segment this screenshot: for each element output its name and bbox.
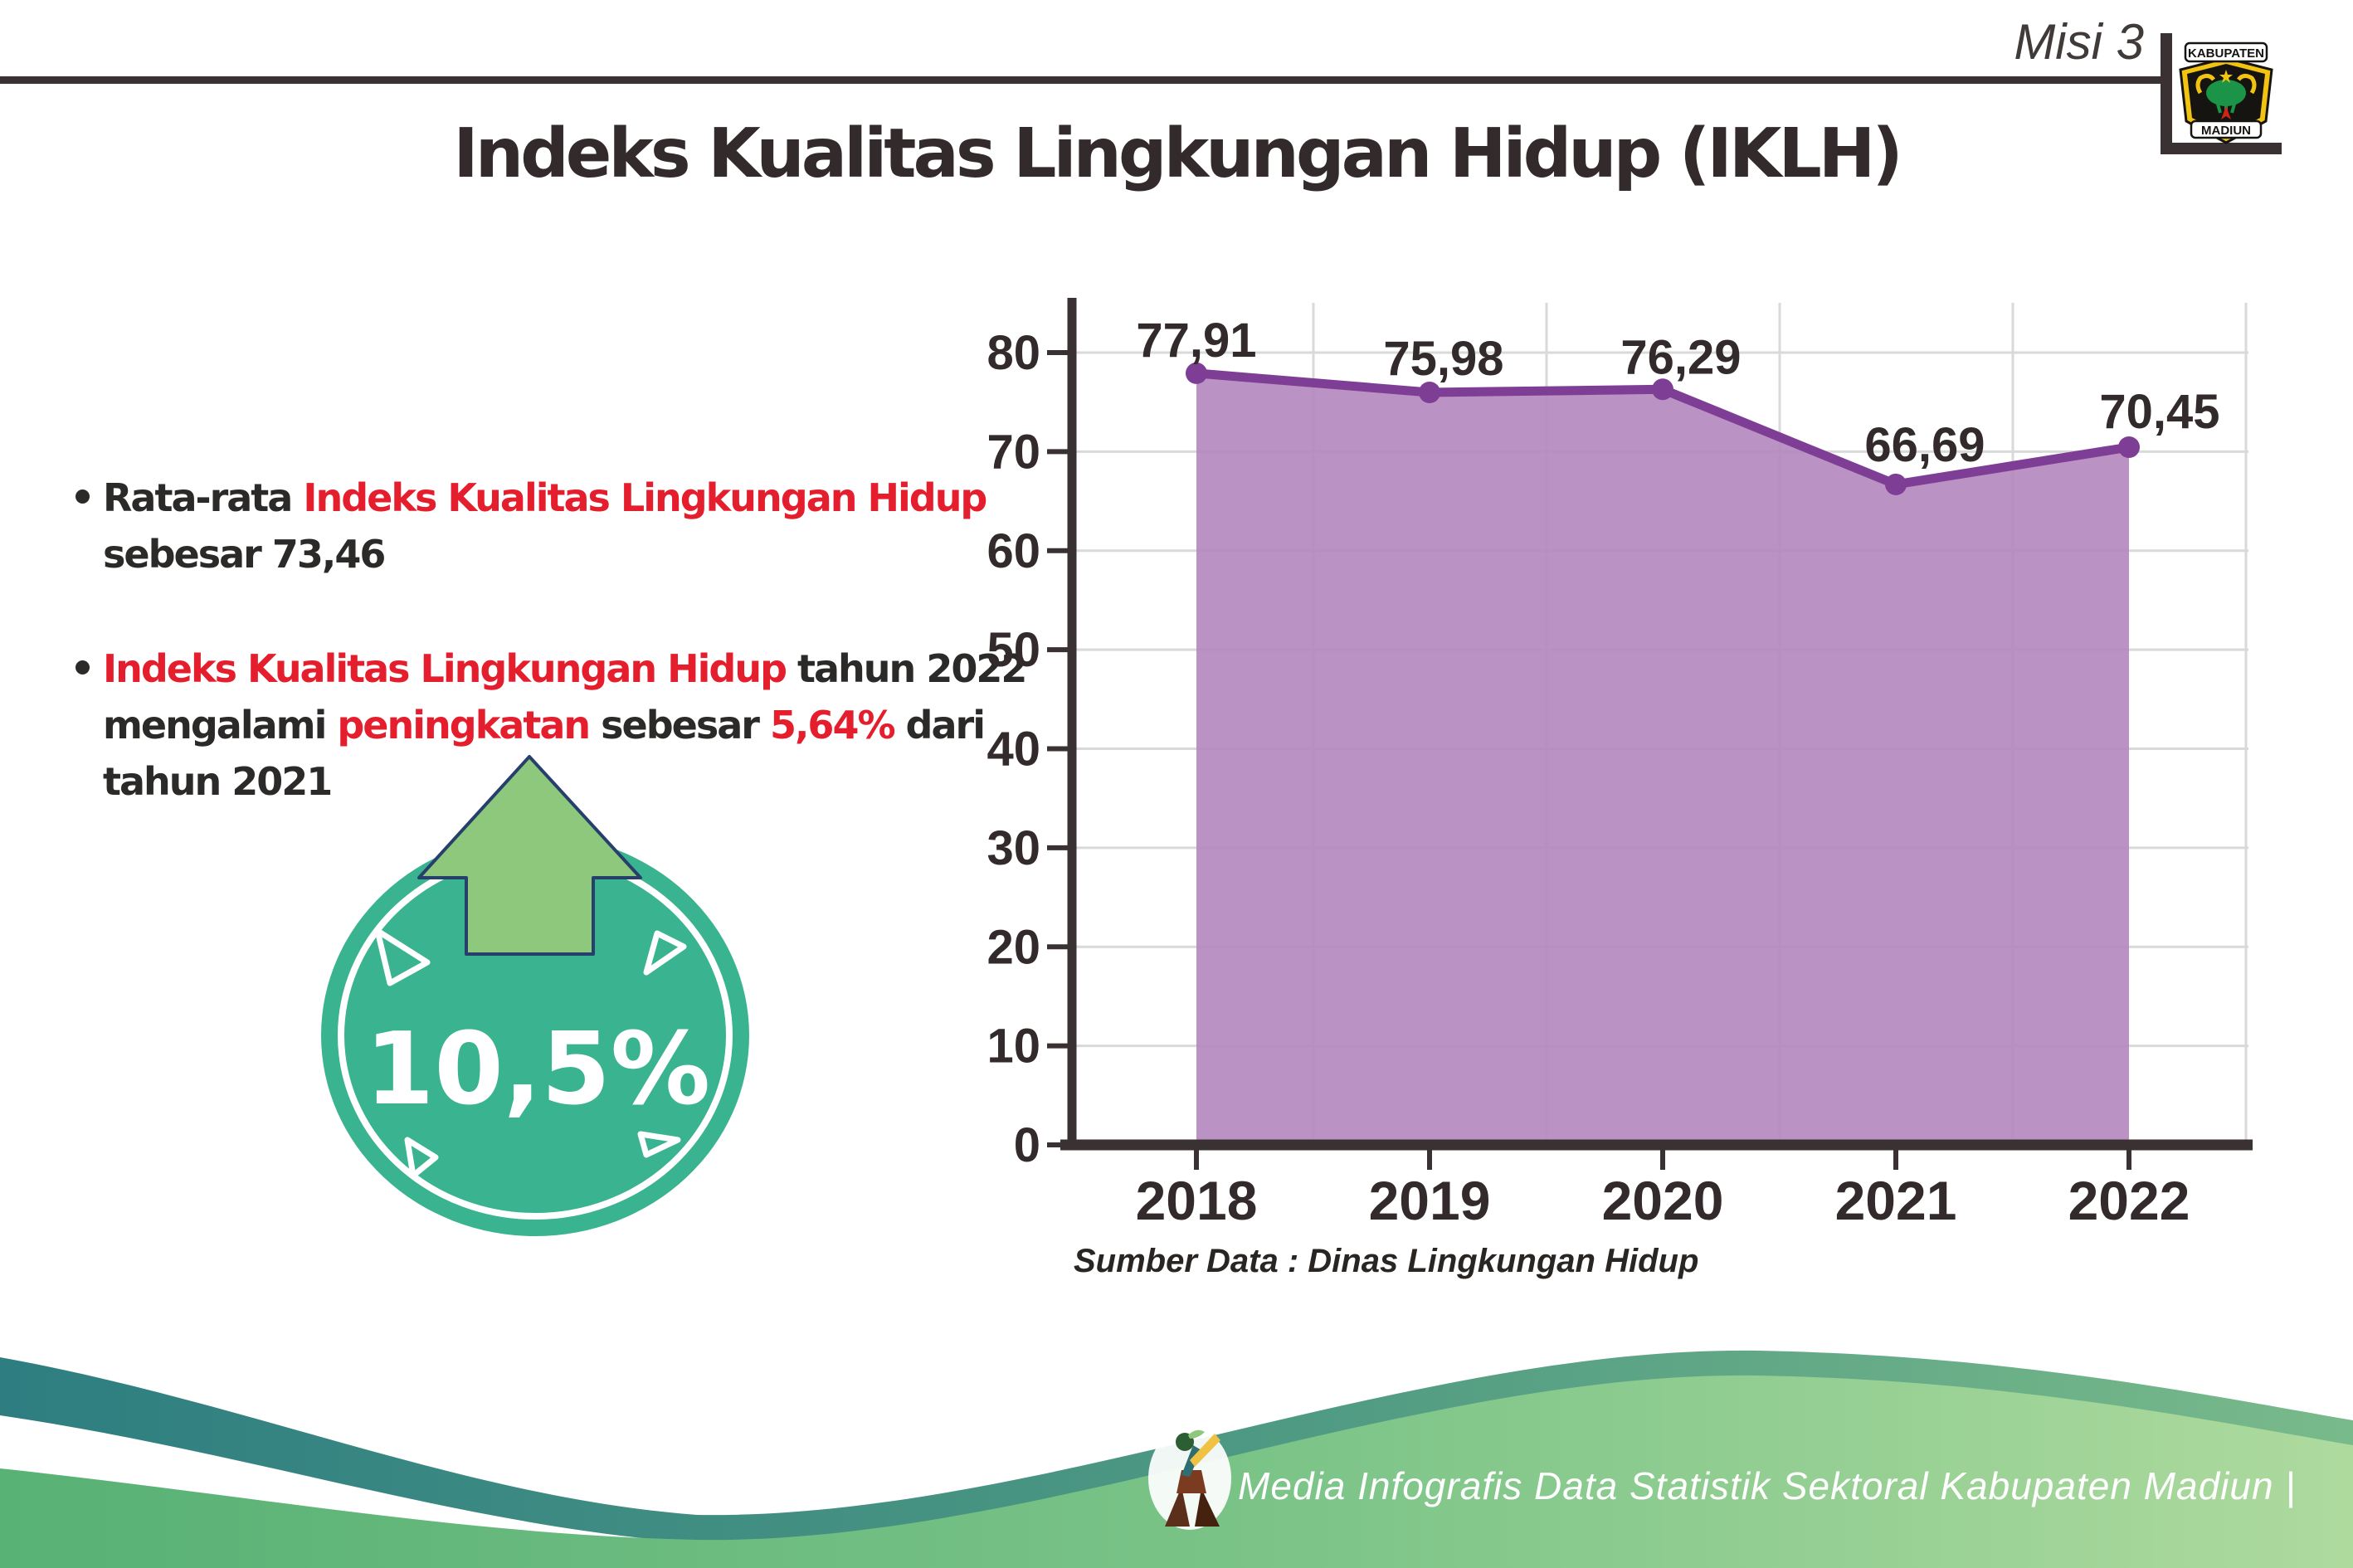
y-axis-label: 0 [1014, 1118, 1040, 1172]
mascot-leg [1165, 1487, 1190, 1527]
data-point-label: 77,91 [1136, 314, 1256, 368]
y-axis-label: 50 [987, 623, 1040, 677]
badge-accent-triangle [637, 1131, 681, 1158]
y-axis-label: 20 [987, 920, 1040, 974]
logo-ribbon [2221, 106, 2231, 119]
footer-credit: Media Infografis Data Statistik Sektoral… [1238, 1464, 2297, 1507]
logo-frame-vertical [2161, 33, 2172, 154]
y-axis-label: 70 [987, 425, 1040, 479]
x-axis-label: 2018 [1136, 1170, 1258, 1231]
y-axis-label: 60 [987, 524, 1040, 578]
mascot-leaf [1188, 1429, 1205, 1439]
x-axis-label: 2020 [1602, 1170, 1724, 1231]
bullet-item: Rata-rata Indeks Kualitas Lingkungan Hid… [76, 470, 1057, 582]
increase-badge: 10,5% [321, 755, 749, 1236]
y-axis-label: 30 [987, 821, 1040, 875]
data-point-label: 66,69 [1864, 418, 1985, 472]
data-point-label: 76,29 [1620, 330, 1741, 384]
y-axis-label: 10 [987, 1020, 1040, 1074]
mascot-body [1176, 1470, 1206, 1493]
header-rule [0, 76, 2161, 84]
iklh-area-chart: 77,91 75,98 76,29 66,69 70,45 0 10 20 30 40 50 60 70… [987, 298, 2253, 1231]
bullet-line: Indeks Kualitas Lingkungan Hidup tahun 2… [103, 646, 1027, 691]
x-axis-label: 2021 [1835, 1170, 1957, 1231]
mascot-icon [1148, 1427, 1231, 1530]
data-point-marker [1652, 378, 1673, 401]
bullet-dot [76, 660, 90, 674]
data-point-marker [1885, 473, 1907, 495]
bullet-dot [76, 489, 90, 504]
logo-tree [2206, 80, 2246, 106]
badge-accent-triangle [643, 930, 687, 976]
chart-source-caption: Sumber Data : Dinas Lingkungan Hidup [1074, 1243, 1699, 1279]
series-area [1196, 373, 2129, 1145]
bullet-item: Indeks Kualitas Lingkungan Hidup tahun 2… [76, 640, 1057, 810]
x-axis-label: 2022 [2068, 1170, 2190, 1231]
y-axis-label: 40 [987, 723, 1040, 777]
logo-frame-horizontal [2161, 143, 2282, 154]
bullet-line: Rata-rata Indeks Kualitas Lingkungan Hid… [103, 475, 987, 520]
up-arrow-icon [417, 755, 642, 956]
data-point-marker [2118, 436, 2140, 458]
x-axis-label: 2019 [1369, 1170, 1491, 1231]
y-axis-label: 80 [987, 326, 1040, 380]
page-title: Indeks Kualitas Lingkungan Hidup (IKLH) [453, 114, 1903, 193]
data-point-marker [1186, 362, 1207, 384]
logo-star [2219, 70, 2233, 83]
logo-banner-bottom-text: MADIUN [2201, 124, 2251, 138]
logo-banner-top [2184, 41, 2268, 63]
bullet-line: tahun 2021 [103, 759, 333, 804]
mascot-arm [1190, 1434, 1220, 1467]
badge-accent-triangle [404, 1137, 439, 1179]
data-point-label: 75,98 [1383, 332, 1503, 386]
mascot-leg [1195, 1488, 1220, 1527]
logo-banner-top-text: KABUPATEN [2188, 46, 2264, 61]
bullet-line: mengalami peningkatan sebesar 5,64% dari [103, 703, 986, 747]
logo-wings [2195, 73, 2257, 95]
bullet-line: sebesar 73,46 [103, 532, 386, 577]
kabupaten-madiun-logo: KABUPATEN MADIUN [2179, 41, 2273, 144]
mission-label: Misi 3 [2014, 14, 2144, 70]
bullet-list: Rata-rata Indeks Kualitas Lingkungan Hid… [76, 470, 1057, 868]
badge-value: 10,5% [365, 1012, 710, 1127]
data-point-label: 70,45 [2099, 385, 2219, 439]
logo-banner-bottom [2190, 119, 2263, 139]
badge-accent-triangle [374, 928, 431, 986]
data-point-marker [1419, 382, 1440, 403]
